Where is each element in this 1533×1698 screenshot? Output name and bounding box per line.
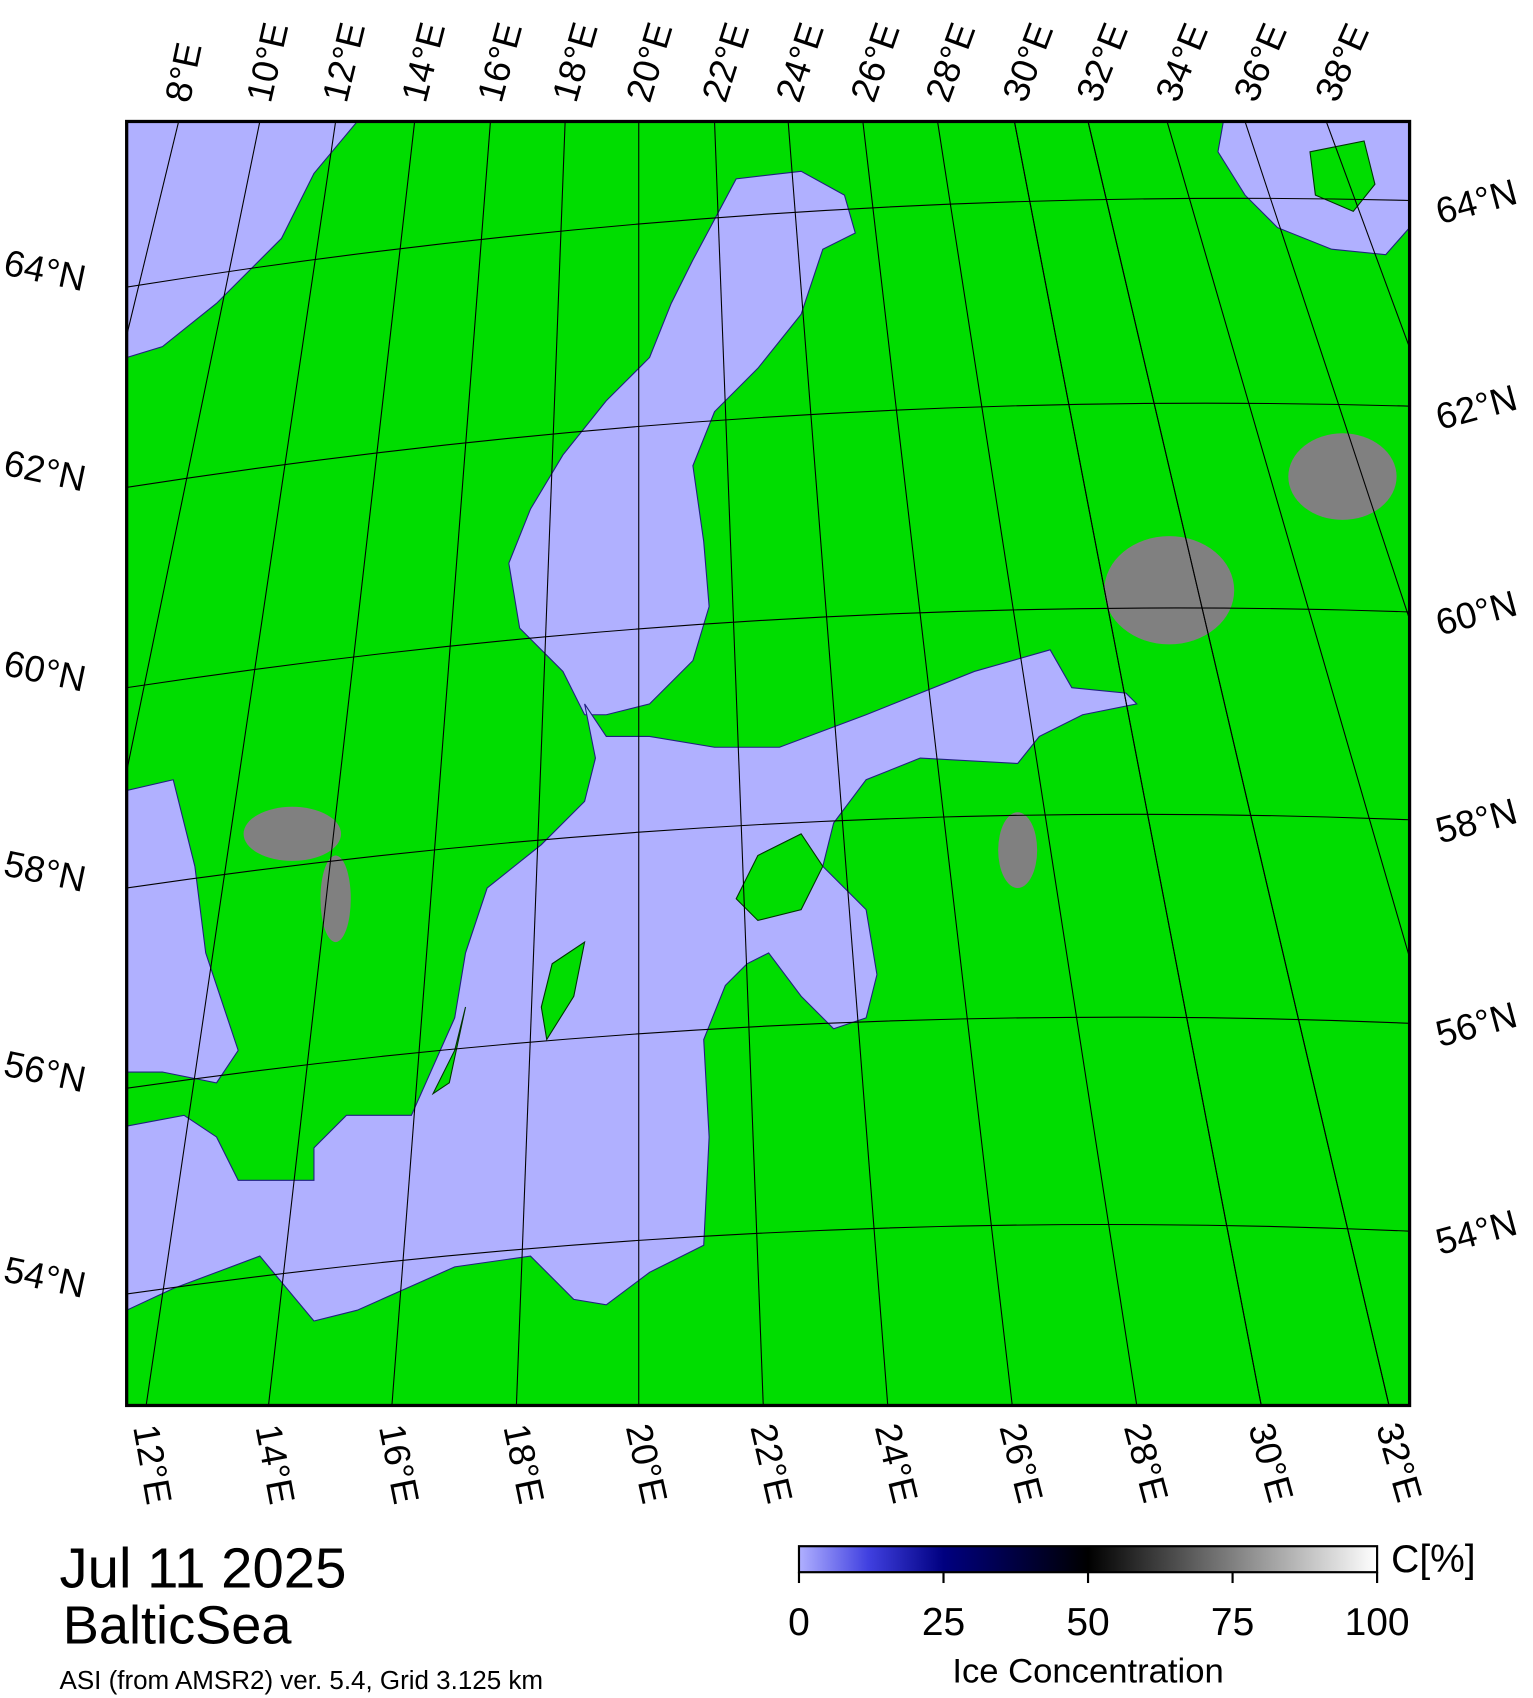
baltic-proper <box>126 649 1138 1322</box>
bottom-lon-label: 18°E <box>496 1420 553 1507</box>
top-lon-label: 30°E <box>994 17 1061 107</box>
top-lon-label: 34°E <box>1147 17 1215 107</box>
left-lat-label: 62°N <box>1 442 90 499</box>
top-lon-label: 10°E <box>238 19 296 106</box>
meridian <box>1013 121 1262 1406</box>
map-area <box>126 121 1410 1406</box>
lake-onega <box>1288 433 1397 520</box>
right-lat-label: 62°N <box>1431 377 1521 438</box>
bottom-lon-label: 16°E <box>371 1421 427 1508</box>
top-lon-label: 20°E <box>618 18 680 107</box>
islands <box>431 140 1376 1096</box>
top-lon-label: 38°E <box>1307 17 1377 107</box>
meridian <box>1087 121 1390 1406</box>
left-lat-label: 58°N <box>1 843 90 900</box>
graticule <box>126 121 1410 1406</box>
lakes <box>243 433 1397 943</box>
meridian <box>937 121 1138 1406</box>
parallel <box>126 402 1410 488</box>
top-lon-label: 22°E <box>694 18 757 107</box>
lake-vattern <box>320 855 351 943</box>
colorbar-tick-label: 25 <box>922 1601 965 1644</box>
kola-shore <box>1309 140 1376 212</box>
colorbar-scale <box>797 1545 1379 1574</box>
bottom-lon-label: 26°E <box>992 1419 1051 1507</box>
left-lat-label: 64°N <box>1 242 90 299</box>
right-lat-label: 58°N <box>1431 790 1521 851</box>
parallel <box>126 813 1410 889</box>
top-lon-label: 28°E <box>917 17 983 106</box>
colorbar: C[%] Ice Concentration 0 25 50 75 100 <box>788 1538 1475 1690</box>
top-lon-label: 32°E <box>1068 17 1136 107</box>
bottom-lon-label: 28°E <box>1116 1419 1176 1507</box>
top-lon-label: 14°E <box>394 18 454 106</box>
right-lat-label: 60°N <box>1431 583 1521 644</box>
bottom-lon-label: 30°E <box>1241 1418 1302 1506</box>
top-lon-label: 36°E <box>1226 17 1295 107</box>
parallel <box>126 1223 1410 1295</box>
bottom-lon-label: 32°E <box>1368 1418 1430 1506</box>
date: Jul 11 2025 <box>60 1536 347 1599</box>
gulf-of-bothnia <box>508 170 856 716</box>
meridian <box>1166 121 1410 960</box>
right-lat-label: 56°N <box>1431 994 1521 1055</box>
meridian <box>145 121 337 1406</box>
colorbar-label: Ice Concentration <box>952 1653 1223 1691</box>
top-lon-label: 12°E <box>314 18 373 106</box>
bottom-lon-label: 22°E <box>742 1420 800 1507</box>
oland <box>431 1006 467 1096</box>
gotland <box>540 940 586 1042</box>
saaremaa <box>735 833 824 922</box>
bottom-lon-label: 12°E <box>125 1421 179 1507</box>
top-lon-label: 24°E <box>768 18 832 107</box>
right-lat-label: 54°N <box>1431 1202 1521 1263</box>
bottom-lon-label: 20°E <box>618 1420 675 1507</box>
map-frame <box>125 119 1412 1408</box>
colorbar-unit: C[%] <box>1391 1538 1475 1581</box>
bottom-lon-label: 14°E <box>248 1421 303 1507</box>
colorbar-tick-label: 50 <box>1066 1601 1109 1644</box>
parallel <box>126 197 1410 288</box>
top-lon-label: 8°E <box>157 39 210 106</box>
meridian <box>713 121 764 1406</box>
meridian <box>267 121 416 1406</box>
meridian <box>391 121 491 1406</box>
meridian <box>1244 121 1410 622</box>
top-lon-label: 26°E <box>843 18 908 107</box>
norwegian-sea <box>126 121 358 359</box>
top-lon-label: 16°E <box>469 18 530 106</box>
lake-peipus <box>998 812 1038 888</box>
left-lat-label: 56°N <box>1 1043 90 1100</box>
parallel <box>126 607 1410 689</box>
top-lon-label: 18°E <box>544 18 606 106</box>
left-lat-label: 54°N <box>1 1249 90 1306</box>
region: BalticSea <box>63 1596 293 1656</box>
kattegat <box>126 779 239 1084</box>
right-lat-label: 64°N <box>1431 171 1521 232</box>
water <box>126 121 1410 1322</box>
lake-ladoga <box>1104 536 1235 645</box>
caption: ASI (from AMSR2) ver. 5.4, Grid 3.125 km <box>60 1665 543 1695</box>
colorbar-tick-label: 75 <box>1211 1601 1254 1644</box>
meridian <box>1325 121 1410 350</box>
bottom-lon-label: 24°E <box>867 1419 926 1507</box>
colorbar-tick-label: 0 <box>788 1601 810 1644</box>
colorbar-tick-label: 100 <box>1345 1601 1410 1644</box>
meridian <box>862 121 1013 1406</box>
parallel <box>126 1016 1410 1089</box>
meridian <box>787 121 889 1406</box>
meridian <box>515 121 566 1406</box>
lake-vanern <box>243 806 342 861</box>
left-lat-label: 60°N <box>1 642 90 699</box>
